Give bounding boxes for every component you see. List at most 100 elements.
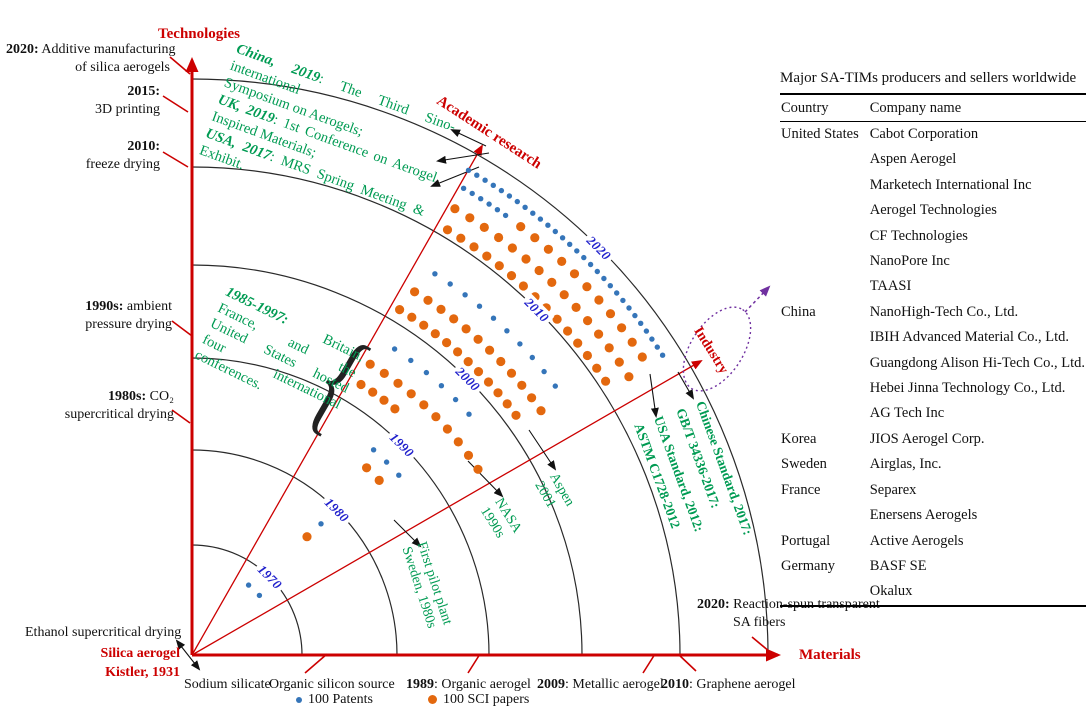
sci-paper-dot — [594, 295, 604, 305]
sci-paper-dot — [552, 314, 562, 324]
company-cell: Cabot Corporation — [869, 126, 979, 142]
industry-to-table-arrow — [744, 285, 771, 313]
sci-paper-dot — [442, 424, 452, 434]
annotation-arrows — [175, 129, 694, 671]
patent-dot — [517, 341, 523, 347]
sci-paper-dot — [496, 356, 506, 367]
sci-paper-dot — [423, 295, 433, 305]
country-cell — [780, 503, 869, 528]
patent-dot — [494, 207, 501, 213]
company-cell: CF Technologies — [869, 227, 968, 244]
table-row: United States Cabot Corporation — [780, 122, 1086, 148]
patent-dot — [552, 383, 558, 389]
patent-dot — [478, 196, 484, 202]
sci-paper-dot — [569, 269, 580, 279]
country-cell — [780, 579, 869, 607]
company-cell: JIOS Aerogel Corp. — [869, 430, 985, 447]
patent-dot — [474, 172, 480, 178]
sci-paper-dot — [494, 232, 504, 243]
country-cell: Korea — [781, 430, 817, 447]
milestone-1990s-ambient: 1990s: ambient pressure drying — [85, 299, 172, 332]
sci-paper-dot — [463, 357, 473, 367]
milestone-organic-silicon-source: Organic silicon source — [269, 677, 395, 692]
sci-paper-dot — [485, 345, 495, 355]
company-cell: NanoHigh-Tech Co., Ltd. — [869, 303, 1019, 320]
company-cell: Enersens Aerogels — [869, 507, 978, 524]
country-cell — [780, 173, 869, 198]
year-ring-1980 — [191, 449, 398, 656]
table-row: Guangdong Alison Hi-Tech Co., Ltd. — [780, 351, 1086, 376]
patent-dot — [498, 187, 505, 194]
sci-paper-dot — [557, 256, 567, 266]
table-title: Major SA-TIMs producers and sellers worl… — [780, 70, 1077, 86]
sci-paper-dot — [511, 410, 521, 420]
sci-paper-dot — [442, 225, 453, 235]
patent-dot — [529, 354, 535, 361]
country-cell — [780, 224, 869, 249]
patent-dot — [530, 210, 536, 216]
sci-paper-dot — [563, 326, 573, 336]
patent-dot — [466, 411, 472, 417]
patent-dot — [574, 248, 580, 254]
patent-dot — [383, 459, 390, 465]
sci-paper-dot — [461, 324, 471, 334]
red-leader-ticks — [162, 56, 771, 674]
industry-axis — [191, 359, 703, 656]
table-row: IBIH Advanced Material Co., Ltd. — [780, 325, 1086, 350]
milestone-2020-additive: 2020: Additive manufacturing of silica a… — [6, 42, 176, 75]
patent-dot — [482, 177, 488, 183]
sci-paper-dot — [573, 338, 583, 348]
patent-dot — [649, 336, 655, 342]
sci-paper-dot — [362, 463, 372, 473]
milestone-sodium-silicate: Sodium silicate — [184, 677, 271, 692]
patent-dot — [632, 312, 638, 319]
sci-paper-dot — [594, 329, 604, 339]
producers-table: Country Company name United States Cabot … — [780, 93, 1086, 607]
patent-dot — [607, 283, 613, 289]
sci-paper-dot — [431, 412, 441, 422]
sci-papers-dot-icon — [428, 695, 437, 705]
milestone-1989-organic-aerogel: 1989: Organic aerogel — [406, 677, 531, 692]
sci-paper-dot — [395, 305, 405, 315]
sci-paper-dot — [453, 437, 463, 447]
sci-paper-dot — [410, 287, 420, 297]
technologies-axis-label: Technologies — [158, 26, 240, 42]
company-cell: Separex — [869, 481, 917, 498]
patent-dot — [522, 204, 528, 210]
patent-dot — [432, 271, 438, 277]
sci-paper-dot — [463, 450, 474, 460]
patent-dot — [601, 275, 607, 282]
patent-dot — [643, 328, 650, 334]
sci-paper-dot — [534, 265, 544, 276]
sci-paper-dot — [483, 377, 494, 387]
patent-dot — [465, 167, 472, 173]
company-cell: IBIH Advanced Material Co., Ltd. — [869, 329, 1070, 346]
sci-paper-dot — [592, 363, 602, 373]
origin-label: Silica aerogel Kistler, 1931 — [100, 646, 180, 680]
column-header-country: Country — [780, 94, 869, 122]
column-header-company: Company name — [868, 94, 1086, 122]
sci-paper-dot — [605, 309, 616, 319]
milestone-1980s-co2: 1980s: CO₂ supercritical drying — [64, 389, 174, 422]
sci-paper-dot — [393, 378, 403, 388]
sci-paper-dot — [390, 404, 400, 414]
patent-dot — [396, 472, 402, 478]
sci-paper-dot — [365, 359, 375, 369]
company-cell: Aspen Aerogel — [869, 151, 957, 168]
patents-dot-icon — [296, 696, 302, 703]
country-cell — [780, 376, 869, 401]
sci-paper-dot — [473, 464, 483, 474]
sci-paper-dot — [419, 320, 429, 330]
patent-dot — [318, 521, 324, 527]
table-row: Enersens Aerogels — [780, 503, 1086, 528]
patent-dot — [486, 201, 492, 207]
sci-paper-dot — [516, 222, 526, 232]
country-cell — [780, 274, 869, 299]
sci-paper-dot — [450, 204, 460, 214]
patent-dot — [537, 216, 544, 222]
company-cell: AG Tech Inc — [869, 405, 945, 422]
sci-paper-dot — [430, 329, 440, 339]
sci-paper-dot — [530, 233, 540, 243]
origin-double-arrow — [175, 639, 201, 671]
sci-paper-dot — [627, 337, 637, 347]
